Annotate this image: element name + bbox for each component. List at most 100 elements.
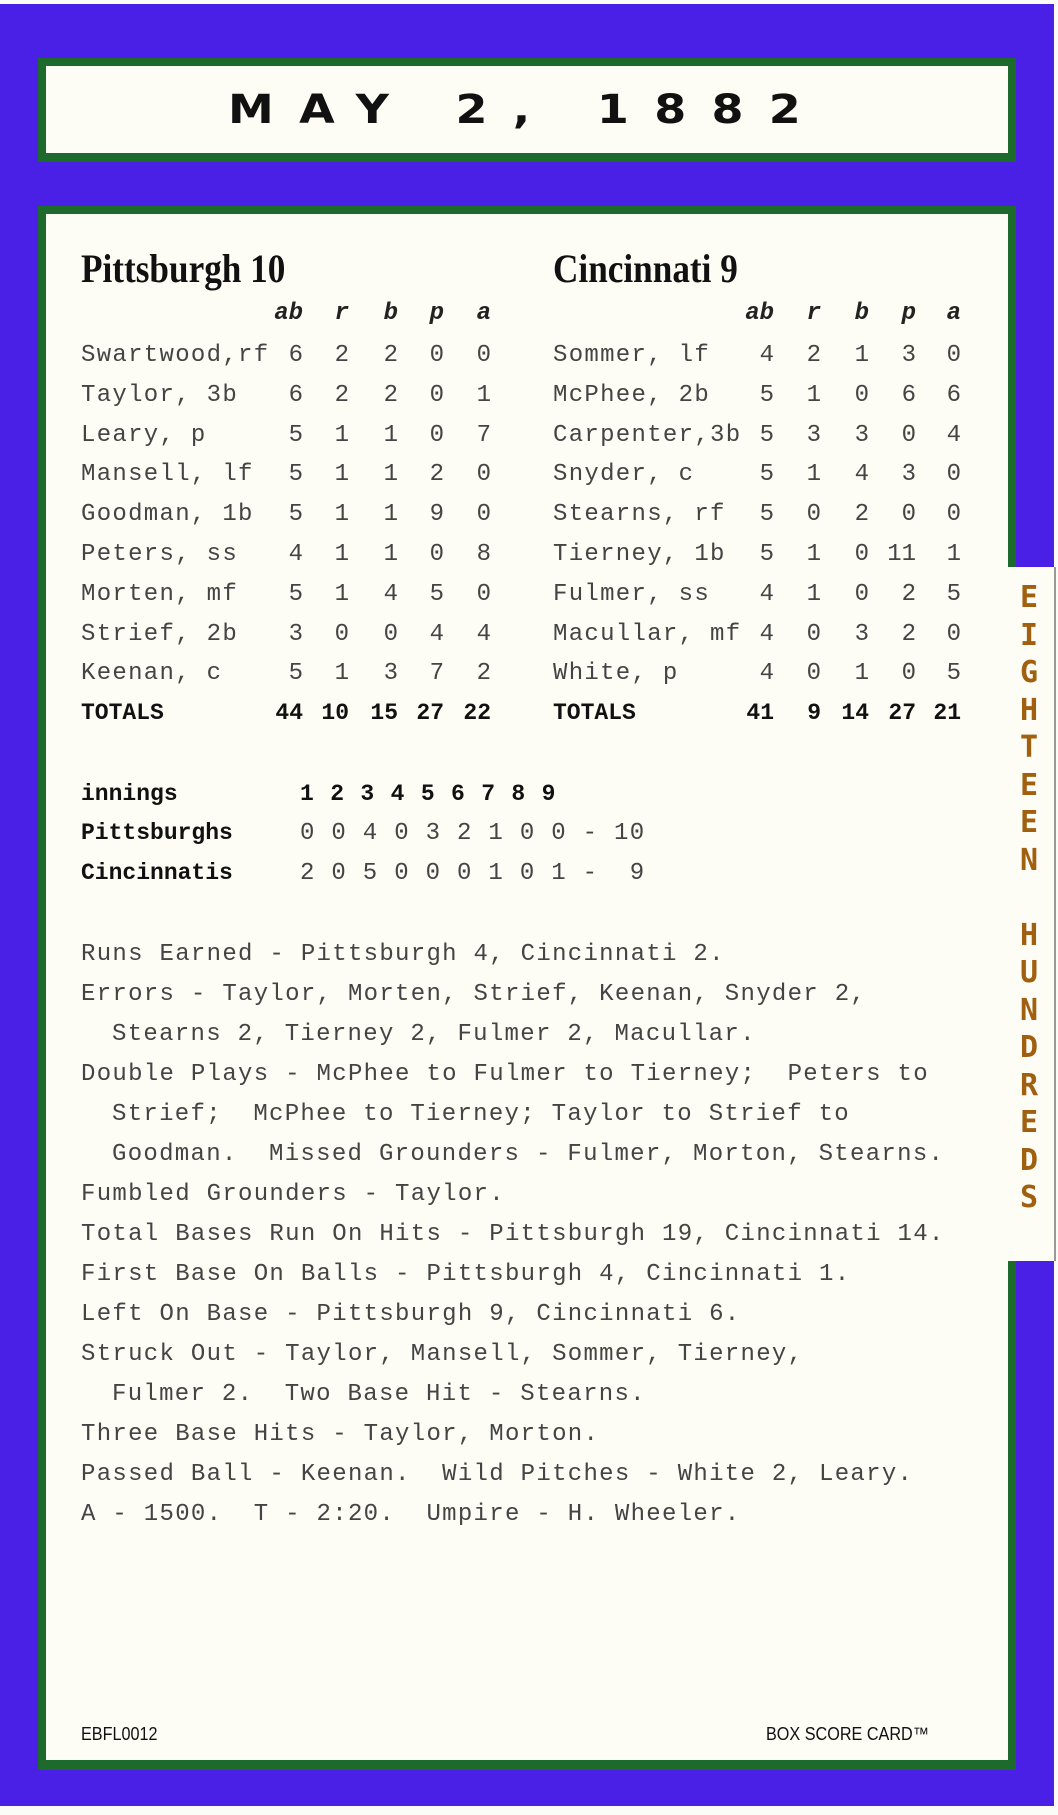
player-stat-p: 2 (901, 580, 916, 608)
player-stat-p: 0 (429, 421, 444, 449)
player-stat-p: 0 (429, 342, 444, 369)
linescore-line: 0 0 4 0 3 2 1 0 0 - 10 (300, 820, 646, 847)
player-stat-r: 0 (806, 501, 821, 529)
game-note-line: Fulmer 2. Two Base Hit - Stearns. (112, 1381, 646, 1408)
player-name: Mansell, lf (81, 461, 254, 489)
side-tab-letter: E (1019, 580, 1039, 615)
player-stat-a: 0 (476, 501, 491, 529)
player-stat-p: 0 (901, 421, 916, 449)
side-tab-letter: T (1019, 730, 1039, 765)
team-total-b: 15 (370, 700, 398, 726)
player-name: Keenan, c (81, 660, 223, 688)
game-note-line: First Base On Balls - Pittsburgh 4, Cinc… (81, 1261, 851, 1288)
player-stat-p: 4 (429, 620, 444, 648)
player-stat-r: 1 (806, 580, 821, 608)
player-stat-b: 4 (383, 580, 398, 608)
player-stat-r: 2 (334, 381, 349, 409)
player-stat-a: 0 (946, 501, 961, 529)
player-stat-ab: 5 (288, 461, 303, 489)
player-stat-a: 1 (946, 541, 961, 568)
linescore-line: 2 0 5 0 0 0 1 0 1 - 9 (300, 859, 646, 887)
player-name: Leary, p (81, 421, 207, 449)
team-total-a: 21 (933, 700, 961, 726)
side-tab-letter: R (1019, 1067, 1039, 1103)
player-stat-p: 0 (429, 381, 444, 409)
player-stat-ab: 6 (288, 381, 303, 409)
player-stat-b: 4 (854, 461, 869, 489)
player-stat-a: 5 (946, 580, 961, 608)
player-stat-a: 1 (476, 381, 491, 409)
player-stat-b: 1 (383, 421, 398, 449)
player-stat-a: 0 (476, 342, 491, 369)
player-stat-ab: 5 (759, 501, 774, 529)
game-note-line: Three Base Hits - Taylor, Morton. (81, 1421, 600, 1448)
side-tab-letter: N (1019, 992, 1039, 1028)
team-total-p: 27 (888, 700, 916, 726)
player-stat-ab: 3 (288, 620, 303, 648)
innings-header: 1 2 3 4 5 6 7 8 9 (300, 781, 557, 807)
player-stat-b: 3 (383, 660, 398, 688)
team-title: Cincinnati 9 (553, 246, 738, 291)
player-stat-a: 0 (476, 580, 491, 608)
player-stat-a: 4 (476, 620, 491, 648)
side-tab-letter: H (1019, 692, 1039, 728)
player-stat-p: 3 (901, 461, 916, 489)
player-stat-a: 4 (946, 421, 961, 449)
player-stat-a: 2 (476, 660, 491, 688)
player-stat-p: 0 (901, 660, 916, 688)
side-tab-letter: H (1019, 917, 1039, 953)
player-stat-ab: 5 (759, 381, 774, 409)
stat-header-ab: ab (745, 300, 774, 327)
player-stat-ab: 4 (759, 620, 774, 648)
game-note-line: Double Plays - McPhee to Fulmer to Tiern… (81, 1061, 929, 1088)
player-name: Swartwood,rf (81, 342, 270, 369)
player-stat-ab: 5 (759, 461, 774, 489)
player-stat-r: 1 (334, 501, 349, 529)
player-stat-p: 2 (429, 461, 444, 489)
player-name: Snyder, c (553, 461, 695, 489)
player-name: Stearns, rf (553, 501, 726, 529)
game-note-line: Passed Ball - Keenan. Wild Pitches - Whi… (81, 1461, 914, 1488)
player-stat-ab: 5 (288, 580, 303, 608)
team-title: Pittsburgh 10 (81, 246, 286, 291)
game-note-line: Struck Out - Taylor, Mansell, Sommer, Ti… (81, 1341, 804, 1368)
box-score-panel (38, 206, 1016, 1770)
game-date: MAY 2, 1882 (227, 86, 827, 133)
player-stat-b: 3 (854, 620, 869, 648)
side-tab-letter: E (1019, 767, 1039, 803)
player-name: Taylor, 3b (81, 381, 239, 409)
player-stat-b: 2 (854, 501, 869, 529)
player-stat-b: 1 (383, 461, 398, 489)
player-stat-b: 1 (854, 660, 869, 688)
player-stat-r: 1 (334, 461, 349, 489)
player-stat-r: 3 (806, 421, 821, 449)
player-stat-b: 3 (854, 421, 869, 449)
stat-header-b: b (383, 300, 398, 327)
player-name: Morten, mf (81, 580, 239, 608)
side-tab-letter: N (1019, 842, 1039, 878)
side-tab-letter: U (1019, 955, 1039, 990)
stat-header-p: p (429, 300, 444, 327)
stat-header-b: b (854, 300, 869, 327)
side-tab-letter: I (1019, 617, 1039, 653)
player-stat-ab: 4 (759, 342, 774, 369)
player-name: White, p (553, 660, 679, 688)
player-stat-p: 11 (887, 541, 916, 568)
player-stat-b: 2 (383, 342, 398, 369)
player-stat-r: 1 (806, 381, 821, 409)
card-code: EBFL0012 (81, 1724, 158, 1744)
player-stat-r: 1 (334, 541, 349, 568)
team-total-ab: 41 (746, 700, 774, 726)
totals-label: TOTALS (81, 700, 164, 726)
player-stat-p: 0 (901, 501, 916, 529)
date-banner: MAY 2, 1882 (38, 58, 1016, 162)
player-stat-ab: 4 (288, 541, 303, 568)
player-stat-p: 7 (429, 660, 444, 688)
player-stat-r: 1 (806, 541, 821, 568)
player-stat-a: 7 (476, 421, 491, 449)
player-stat-ab: 5 (288, 660, 303, 688)
stat-header-p: p (901, 300, 916, 327)
linescore-team: Cincinnatis (81, 859, 233, 886)
player-stat-a: 8 (476, 541, 491, 568)
